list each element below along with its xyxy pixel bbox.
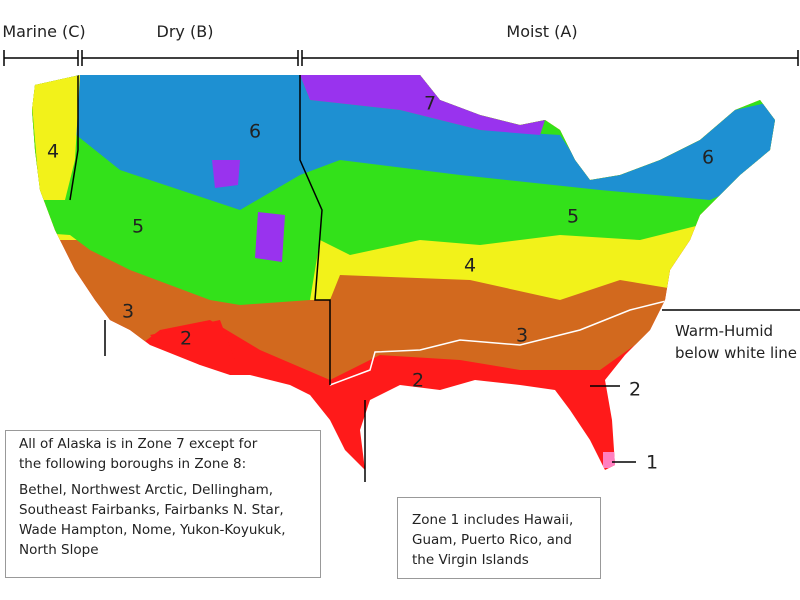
note-line: the Virgin Islands xyxy=(412,552,529,568)
zone-2-southwest xyxy=(150,320,235,365)
note-line: Wade Hampton, Nome, Yukon-Koyukuk, xyxy=(19,522,286,538)
zone-1 xyxy=(603,452,616,468)
zone-label: 7 xyxy=(424,93,436,115)
note-line: Zone 1 includes Hawaii, xyxy=(412,512,574,528)
annotation: Warm-Humid xyxy=(675,322,773,340)
zone-7 xyxy=(300,75,545,135)
zone-4-marine xyxy=(32,75,80,200)
annotation: below white line xyxy=(675,344,797,362)
zone-label: 3 xyxy=(516,325,528,347)
warm-humid-line xyxy=(329,299,671,386)
zone-6 xyxy=(70,75,775,210)
region-label: Dry (B) xyxy=(157,22,214,41)
zone-label: 5 xyxy=(132,216,144,238)
alaska-note: All of Alaska is in Zone 7 except for th… xyxy=(5,430,321,578)
header-ruler xyxy=(3,50,800,482)
note-line: All of Alaska is in Zone 7 except for xyxy=(19,436,258,452)
note-line: Guam, Puerto Rico, and xyxy=(412,532,572,548)
note-line: North Slope xyxy=(19,542,99,558)
region-label: Moist (A) xyxy=(506,22,577,41)
zone-label: 6 xyxy=(249,121,261,143)
climate-borders xyxy=(69,75,331,385)
region-label: Marine (C) xyxy=(2,22,85,41)
zone-label: 5 xyxy=(567,206,579,228)
zone-label: 2 xyxy=(629,379,641,401)
zone1-note: Zone 1 includes Hawaii, Guam, Puerto Ric… xyxy=(397,497,601,579)
zone-label: 3 xyxy=(122,301,134,323)
zone-label: 6 xyxy=(702,147,714,169)
zone-7 xyxy=(255,212,285,262)
note-line: the following boroughs in Zone 8: xyxy=(19,456,247,472)
zone-label: 2 xyxy=(412,370,424,392)
zone-label: 4 xyxy=(464,255,476,277)
zone-label: 4 xyxy=(47,141,59,163)
note-line: Southeast Fairbanks, Fairbanks N. Star, xyxy=(19,502,284,518)
note-line: Bethel, Northwest Arctic, Dellingham, xyxy=(19,482,274,498)
zone-label: 1 xyxy=(646,452,658,474)
zone-7 xyxy=(212,160,240,188)
zone-label: 2 xyxy=(180,328,192,350)
